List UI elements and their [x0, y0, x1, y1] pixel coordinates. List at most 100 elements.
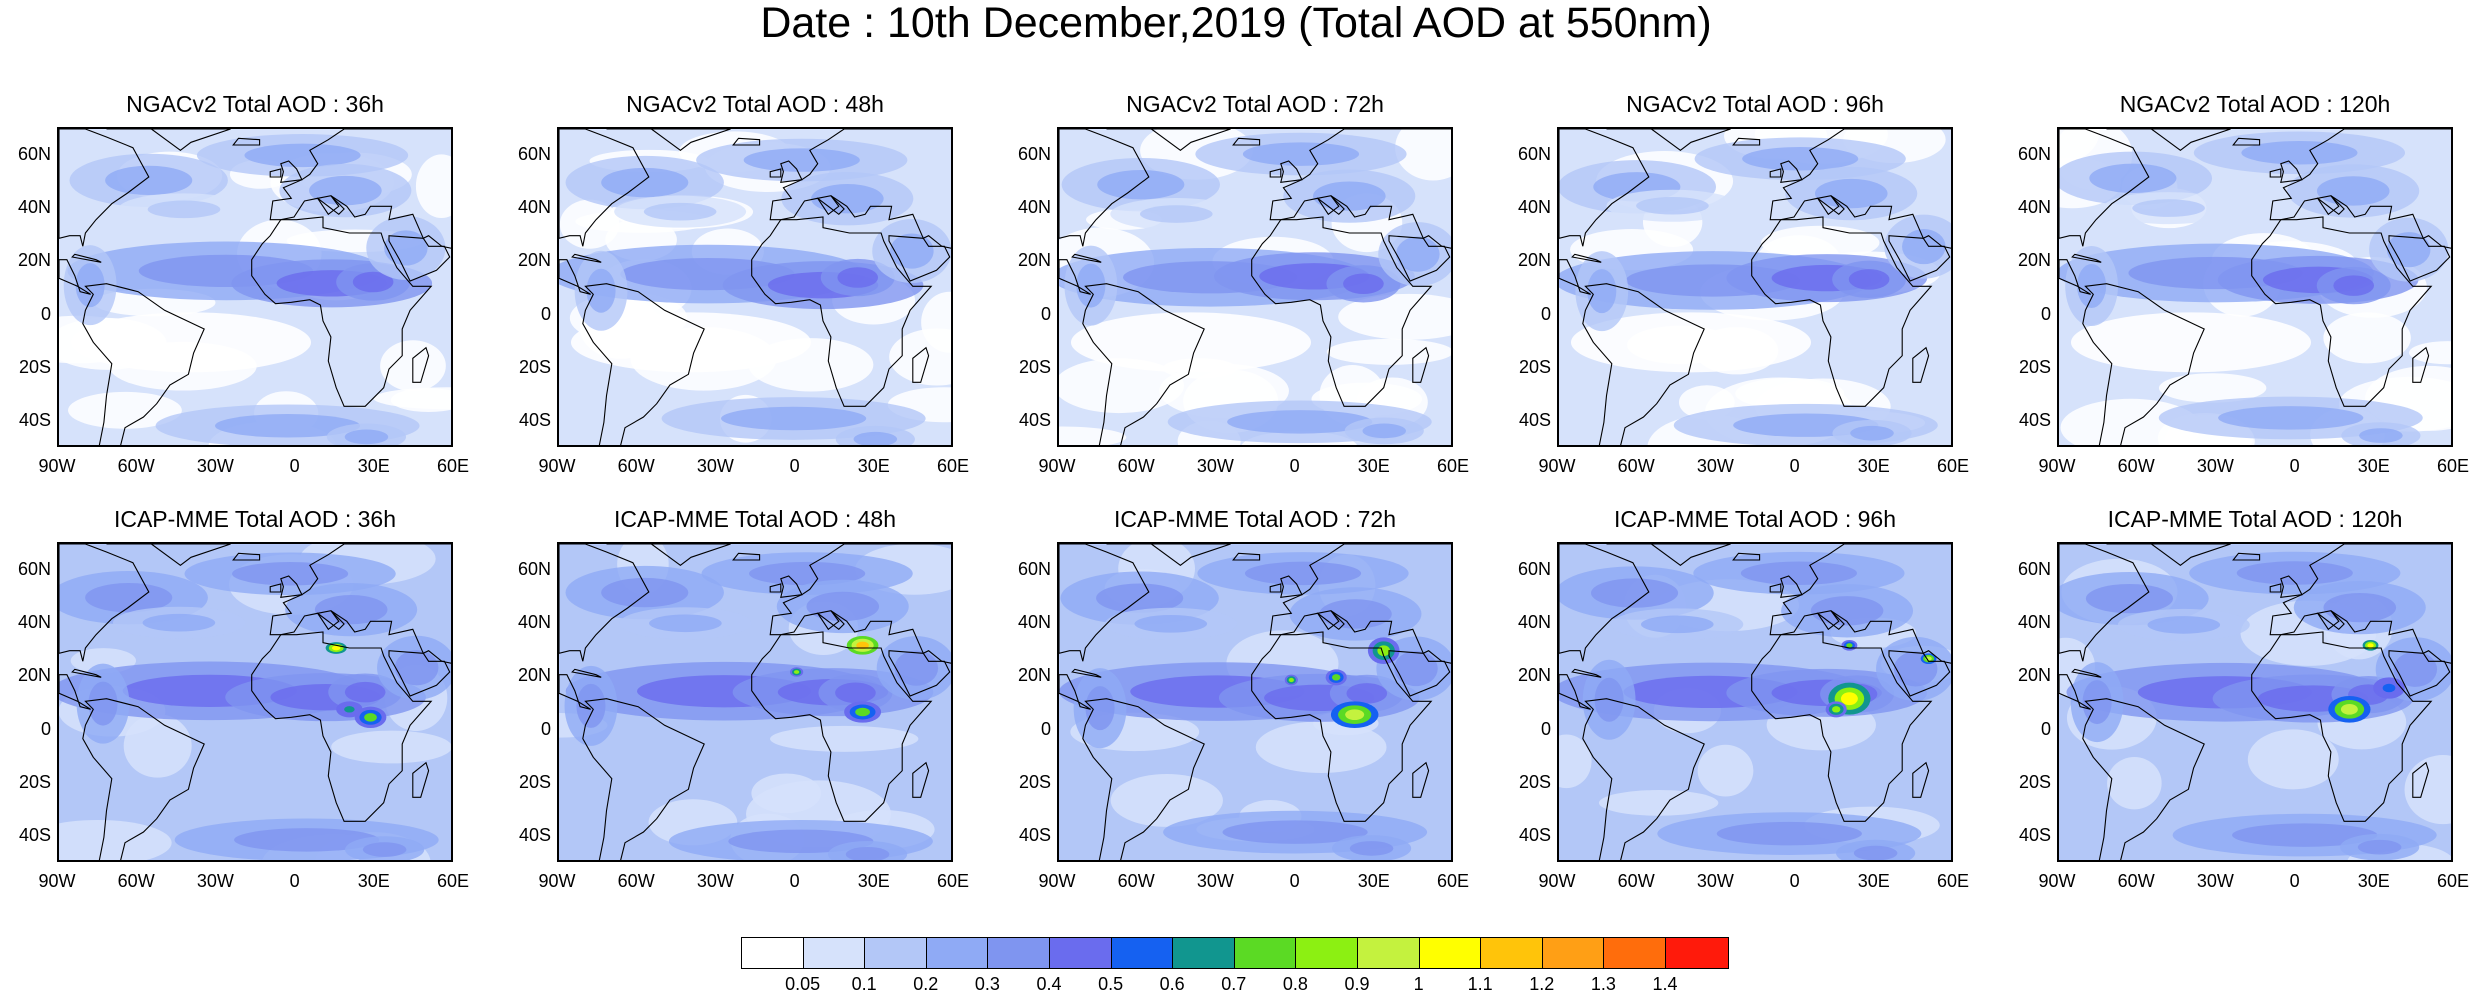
lat-tick-label: 20N	[17, 665, 51, 686]
lat-tick-label: 20N	[2017, 665, 2051, 686]
coastline	[2251, 216, 2433, 407]
coastline	[269, 129, 451, 249]
colorbar-cell	[926, 938, 989, 968]
lon-tick-label: 60E	[436, 871, 470, 891]
coastline	[280, 160, 303, 183]
lon-tick-label: 30W	[696, 456, 734, 476]
colorbar-cell	[1173, 938, 1235, 968]
aod-map	[1557, 127, 1953, 447]
coastline	[1059, 129, 1150, 247]
coastlines	[1559, 129, 1951, 445]
colorbar-tick-label: 0.1	[851, 974, 877, 994]
lon-tick-label: 60E	[2436, 871, 2470, 891]
coastline	[59, 129, 150, 247]
coastline	[816, 195, 845, 216]
lat-tick-label: 20S	[1018, 357, 1051, 377]
aod-field	[59, 544, 451, 860]
lon-tick-label: 60E	[1936, 456, 1970, 476]
colorbar-tick-label: 0.9	[1344, 974, 1370, 994]
coastline	[1106, 129, 1231, 151]
coastline	[388, 235, 451, 282]
coastline	[2232, 137, 2261, 146]
coastline	[751, 216, 933, 407]
coastline	[1582, 698, 1705, 860]
coastline	[2071, 253, 2102, 263]
coastline	[1912, 346, 1930, 383]
lat-tick-label: 0	[1040, 303, 1051, 324]
lat-tick-label: 40S	[518, 825, 551, 846]
lat-tick-label: 40S	[518, 410, 551, 431]
lat-tick-label: 20S	[2018, 772, 2051, 792]
lat-tick-label: 20N	[517, 665, 551, 686]
coastline	[71, 668, 102, 678]
aod-field	[2059, 551, 2451, 860]
coastline	[1316, 610, 1345, 631]
lon-tick-label: 0	[1789, 871, 1800, 891]
lon-tick-label: 60W	[1117, 456, 1155, 476]
lat-tick-label: 60N	[1017, 143, 1051, 164]
coastline	[2316, 610, 2345, 631]
coastline	[1082, 698, 1205, 860]
coastline	[412, 346, 430, 383]
colorbar-tick-label: 1.2	[1529, 974, 1555, 994]
lon-tick-label: 60E	[1436, 456, 1470, 476]
coastline	[1059, 674, 1091, 710]
lat-tick-label: 20N	[1517, 665, 1551, 686]
lat-tick-label: 60N	[17, 143, 51, 164]
lon-tick-label: 60E	[936, 456, 970, 476]
colorbar-tick-label: 0.6	[1159, 974, 1185, 994]
lon-tick-label: 90W	[2038, 871, 2076, 891]
panel-title: ICAP-MME Total AOD : 120h	[2107, 506, 2403, 532]
lon-tick-label: 60W	[2117, 871, 2155, 891]
coastline	[1571, 668, 1602, 678]
lat-tick-label: 20S	[1518, 772, 1551, 792]
coastline	[71, 253, 102, 263]
coastline	[888, 650, 951, 697]
aod-map	[2057, 127, 2453, 447]
lon-tick-label: 90W	[538, 456, 576, 476]
lat-tick-label: 0	[1540, 303, 1551, 324]
coastline	[2251, 631, 2433, 822]
lat-tick-label: 0	[1540, 718, 1551, 739]
coastline	[82, 698, 205, 860]
colorbar-tick-label: 1.3	[1590, 974, 1616, 994]
coastline	[1559, 259, 1591, 295]
colorbar-tick-label: 0.4	[1036, 974, 1062, 994]
coastline	[82, 283, 205, 445]
lon-tick-label: 30W	[1696, 871, 1734, 891]
colorbar-cell	[1419, 938, 1482, 968]
coastline	[780, 160, 803, 183]
coastline	[316, 610, 345, 631]
coastline	[2280, 575, 2303, 598]
coastline	[751, 631, 933, 822]
lat-tick-label: 0	[540, 303, 551, 324]
coastline	[280, 575, 303, 598]
colorbar-tick-label: 0.5	[1098, 974, 1124, 994]
panel-title: ICAP-MME Total AOD : 36h	[113, 506, 397, 532]
coastline	[1251, 631, 1433, 822]
aod-field	[1559, 129, 1951, 445]
coastline	[251, 631, 433, 822]
panel-title: ICAP-MME Total AOD : 96h	[1613, 506, 1897, 532]
coastline	[232, 552, 261, 561]
coastline	[2106, 544, 2231, 566]
lat-tick-label: 20N	[1017, 250, 1051, 271]
lon-tick-label: 30E	[2357, 456, 2390, 476]
coastline	[1280, 575, 1303, 598]
panel-title: ICAP-MME Total AOD : 48h	[613, 506, 897, 532]
coastlines	[559, 544, 951, 860]
coastline	[571, 668, 602, 678]
aod-field	[59, 134, 451, 445]
colorbar-cell	[1481, 938, 1543, 968]
lat-tick-label: 60N	[1517, 558, 1551, 579]
coastline	[606, 129, 731, 151]
coastline	[269, 168, 282, 178]
lon-tick-label: 60W	[117, 871, 155, 891]
colorbar-cell	[1357, 938, 1420, 968]
coastline	[59, 544, 150, 662]
lon-tick-label: 90W	[1038, 871, 1076, 891]
coastline	[1412, 346, 1430, 383]
lon-tick-label: 60E	[936, 871, 970, 891]
coastline	[2388, 650, 2451, 697]
